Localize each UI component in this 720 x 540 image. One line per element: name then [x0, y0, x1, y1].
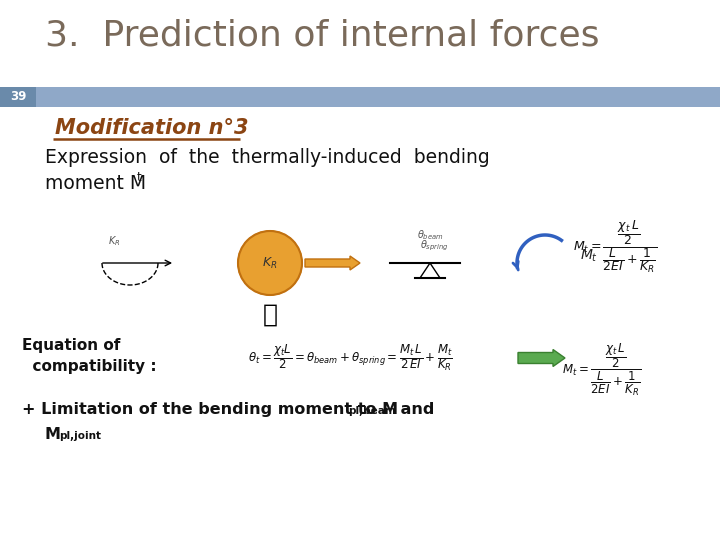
- Text: $M_t = \dfrac{\dfrac{\chi_t\, L}{2}}{\dfrac{L}{2EI} + \dfrac{1}{K_R}}$: $M_t = \dfrac{\dfrac{\chi_t\, L}{2}}{\df…: [572, 218, 657, 275]
- Text: and: and: [395, 402, 434, 417]
- Text: 3.  Prediction of internal forces: 3. Prediction of internal forces: [45, 18, 600, 52]
- Text: $\theta_t = \dfrac{\chi_t L}{2} = \theta_{beam} + \theta_{spring} = \dfrac{M_t\,: $\theta_t = \dfrac{\chi_t L}{2} = \theta…: [248, 342, 453, 373]
- Text: $M_t = \dfrac{\dfrac{\chi_t\, L}{2}}{\dfrac{L}{2EI} + \dfrac{1}{K_R}}$: $M_t = \dfrac{\dfrac{\chi_t\, L}{2}}{\df…: [562, 342, 642, 398]
- Text: moment M: moment M: [45, 174, 146, 193]
- Text: 🔥: 🔥: [263, 303, 277, 327]
- Text: $\theta_{beam}$: $\theta_{beam}$: [417, 228, 444, 242]
- Text: pl,joint: pl,joint: [59, 431, 101, 441]
- Text: Modification n°3: Modification n°3: [55, 118, 248, 138]
- Text: Equation of
  compatibility :: Equation of compatibility :: [22, 338, 157, 374]
- Text: M: M: [44, 427, 60, 442]
- Text: t: t: [137, 171, 142, 184]
- FancyArrow shape: [305, 256, 360, 270]
- Text: 39: 39: [10, 91, 26, 104]
- FancyArrow shape: [518, 349, 565, 367]
- Bar: [0, 87, 36, 107]
- Circle shape: [238, 231, 302, 295]
- Text: Expression  of  the  thermally-induced  bending: Expression of the thermally-induced bend…: [45, 148, 490, 167]
- Text: $K_R$: $K_R$: [262, 255, 278, 271]
- Text: $K_R$: $K_R$: [108, 234, 120, 248]
- Bar: [0, 87, 720, 107]
- Text: $\theta_{spring}$: $\theta_{spring}$: [420, 238, 449, 253]
- Text: + Limitation of the bending moment to M: + Limitation of the bending moment to M: [22, 402, 398, 417]
- Text: $M_t$: $M_t$: [580, 248, 598, 265]
- Text: pl,beam: pl,beam: [348, 406, 396, 416]
